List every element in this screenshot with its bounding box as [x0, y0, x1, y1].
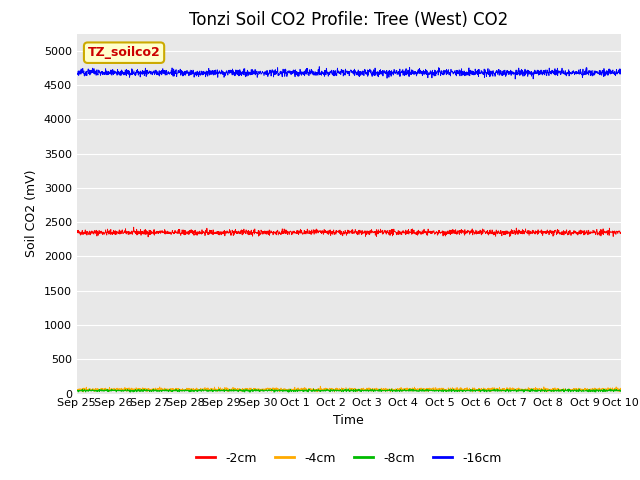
Y-axis label: Soil CO2 (mV): Soil CO2 (mV) [25, 170, 38, 257]
Title: Tonzi Soil CO2 Profile: Tree (West) CO2: Tonzi Soil CO2 Profile: Tree (West) CO2 [189, 11, 508, 29]
X-axis label: Time: Time [333, 414, 364, 427]
Legend: -2cm, -4cm, -8cm, -16cm: -2cm, -4cm, -8cm, -16cm [191, 447, 506, 469]
Text: TZ_soilco2: TZ_soilco2 [88, 46, 161, 59]
